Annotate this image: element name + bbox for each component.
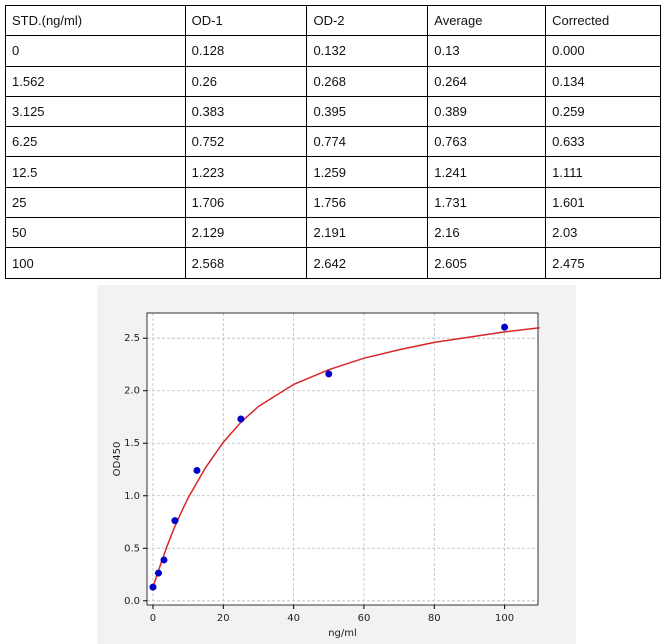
table-cell: 2.16 <box>427 217 547 249</box>
y-tick-label: 1.5 <box>124 438 140 449</box>
table-row: 12.5 1.223 1.259 1.241 1.111 <box>5 156 661 188</box>
table-cell: 50 <box>5 217 186 249</box>
table-cell: 2.129 <box>184 217 308 249</box>
table-cell: 0.633 <box>545 126 661 158</box>
table-cell: 2.605 <box>427 247 547 279</box>
y-tick-label: 0.5 <box>124 543 140 554</box>
x-tick-label: 20 <box>217 613 230 624</box>
data-point <box>149 583 157 591</box>
y-tick-label: 2.0 <box>124 386 140 397</box>
table-row: 25 1.706 1.756 1.731 1.601 <box>5 186 661 219</box>
table-cell: OD-1 <box>184 4 308 37</box>
table-cell: 0.752 <box>184 126 308 158</box>
y-tick-label: 0.0 <box>124 596 140 607</box>
header-row: STD.(ng/ml) OD-1 OD-2 Average Corrected <box>5 4 661 37</box>
data-point <box>154 569 162 577</box>
table-cell: 2.642 <box>306 247 429 279</box>
chart: 0.0 0.5 1.0 1.5 2.0 2.5 0 20 40 60 80 100 ng/ml OD450 <box>97 285 576 644</box>
table-cell: 0.259 <box>545 95 661 128</box>
table-cell: 2.475 <box>545 247 661 279</box>
data-point <box>501 323 509 331</box>
table-cell: 0.26 <box>184 65 308 97</box>
table-cell: 3.125 <box>5 95 186 128</box>
x-axis-label: ng/ml <box>328 628 357 639</box>
table-cell: 12.5 <box>5 156 186 188</box>
table-cell: 6.25 <box>5 126 186 158</box>
table-cell: 25 <box>5 186 186 219</box>
data-point <box>171 517 179 525</box>
table-cell: 2.03 <box>545 217 661 249</box>
table-row: 50 2.129 2.191 2.16 2.03 <box>5 217 661 249</box>
table-cell: Corrected <box>545 4 661 37</box>
table-cell: 1.259 <box>306 156 429 188</box>
table-cell: 2.568 <box>184 247 308 279</box>
table-cell: 1.731 <box>427 186 547 219</box>
table-cell: 0.268 <box>306 65 429 97</box>
fit-curve <box>152 326 540 588</box>
table-body: STD.(ng/ml) OD-1 OD-2 Average Corrected 0 0.12… <box>5 4 661 279</box>
y-tick-label: 1.0 <box>124 491 140 502</box>
table-cell: 0.000 <box>545 35 661 67</box>
plot-frame <box>146 312 539 606</box>
x-tick-label: 80 <box>428 613 441 624</box>
table-cell: 0 <box>5 35 186 67</box>
data-point <box>325 370 333 378</box>
data-point <box>193 466 201 474</box>
data-point <box>160 556 168 564</box>
table-cell: 1.756 <box>306 186 429 219</box>
table-cell: 0.383 <box>184 95 308 128</box>
plot-area <box>147 313 538 605</box>
table-cell: Average <box>427 4 547 37</box>
table-cell: 0.395 <box>306 95 429 128</box>
table-cell: 0.264 <box>427 65 547 97</box>
table-cell: 0.132 <box>306 35 429 67</box>
table-cell: 0.389 <box>427 95 547 128</box>
table-cell: 1.706 <box>184 186 308 219</box>
table-row: 6.25 0.752 0.774 0.763 0.633 <box>5 126 661 158</box>
table-cell: 0.128 <box>184 35 308 67</box>
table-cell: 1.562 <box>5 65 186 97</box>
table-cell: 0.763 <box>427 126 547 158</box>
table-row: 1.562 0.26 0.268 0.264 0.134 <box>5 65 661 97</box>
table-cell: OD-2 <box>306 4 429 37</box>
table-cell: 100 <box>5 247 186 279</box>
table-cell: 0.774 <box>306 126 429 158</box>
table-row: 0 0.128 0.132 0.13 0.000 <box>5 35 661 67</box>
x-tick-label: 60 <box>358 613 371 624</box>
x-tick-label: 100 <box>495 613 514 624</box>
table-cell: 2.191 <box>306 217 429 249</box>
data-point <box>237 415 245 423</box>
table-cell: 1.223 <box>184 156 308 188</box>
y-tick-label: 2.5 <box>124 333 140 344</box>
data-table: STD.(ng/ml) OD-1 OD-2 Average Corrected 0 0.12… <box>5 4 661 279</box>
table-cell: 1.601 <box>545 186 661 219</box>
table-cell: STD.(ng/ml) <box>5 4 186 37</box>
table-cell: 1.241 <box>427 156 547 188</box>
y-axis-label: OD450 <box>112 442 123 477</box>
x-tick-label: 0 <box>150 613 156 624</box>
table-row: 100 2.568 2.642 2.605 2.475 <box>5 247 661 279</box>
table-cell: 0.134 <box>545 65 661 97</box>
table-cell: 0.13 <box>427 35 547 67</box>
table-row: 3.125 0.383 0.395 0.389 0.259 <box>5 95 661 128</box>
x-tick-label: 40 <box>287 613 300 624</box>
table-cell: 1.111 <box>545 156 661 188</box>
